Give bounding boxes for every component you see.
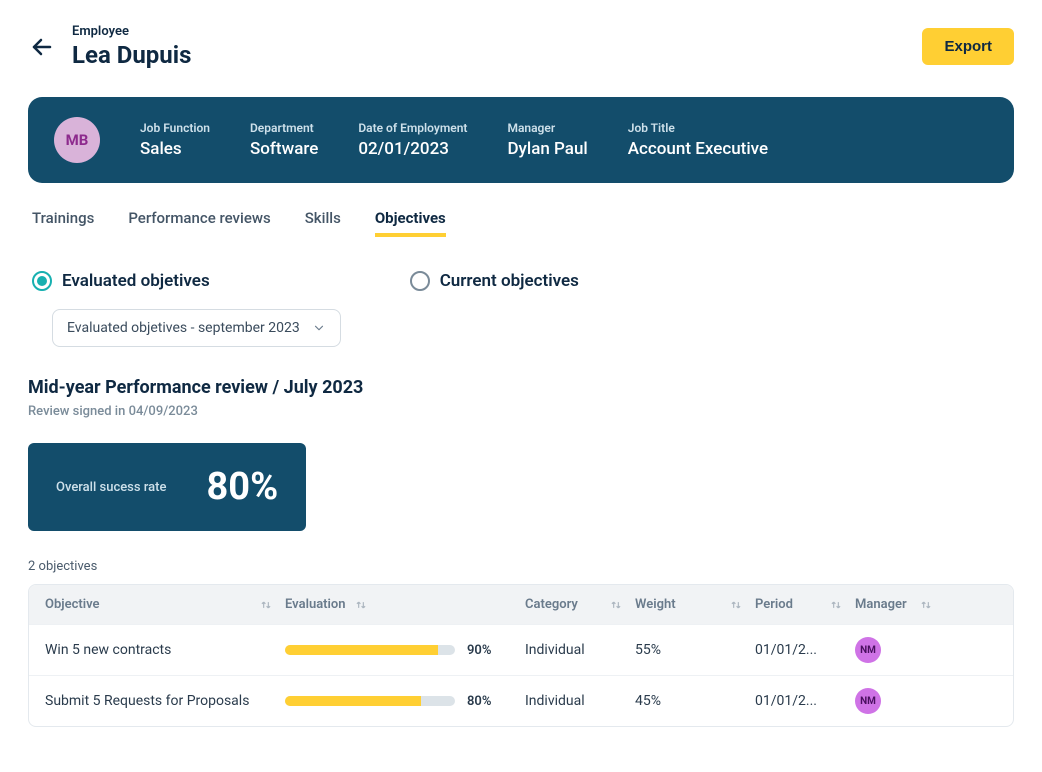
sort-icon [354,598,368,612]
progress-fill [285,645,438,655]
cell-weight: 45% [635,693,755,709]
col-period[interactable]: Period [755,597,855,612]
chevron-down-icon [312,321,326,335]
info-label: Manager [507,121,587,135]
info-label: Job Title [628,121,768,135]
info-job-title: Job Title Account Executive [628,121,768,159]
col-label: Objective [45,597,100,612]
info-value: Dylan Paul [507,139,587,159]
success-rate-box: Overall sucess rate 80% [28,443,306,531]
manager-avatar: NM [855,688,881,714]
info-label: Job Function [140,121,210,135]
objectives-filter-radios: Evaluated objetives Current objectives [28,271,1014,291]
cell-period: 01/01/2... [755,642,855,658]
period-dropdown[interactable]: Evaluated objetives - september 2023 [52,309,341,347]
tab-trainings[interactable]: Trainings [32,209,94,237]
col-manager[interactable]: Manager [855,597,945,612]
radio-evaluated-objectives[interactable]: Evaluated objetives [32,271,210,291]
export-button[interactable]: Export [922,28,1014,65]
page-header: Employee Lea Dupuis Export [28,24,1014,69]
objectives-count: 2 objectives [28,559,1014,574]
sort-icon [919,598,933,612]
col-objective[interactable]: Objective [45,597,285,612]
col-label: Category [525,597,578,612]
col-label: Evaluation [285,597,346,612]
cell-weight: 55% [635,642,755,658]
tab-skills[interactable]: Skills [305,209,341,237]
info-job-function: Job Function Sales [140,121,210,159]
employee-info-card: MB Job Function Sales Department Softwar… [28,97,1014,183]
col-weight[interactable]: Weight [635,597,755,612]
tab-objectives[interactable]: Objectives [375,209,446,237]
objectives-table: Objective Evaluation Category Weight Per… [28,584,1014,727]
col-category[interactable]: Category [525,597,635,612]
col-evaluation[interactable]: Evaluation [285,597,525,612]
info-value: Software [250,139,318,159]
eval-percent: 90% [467,643,491,658]
info-department: Department Software [250,121,318,159]
radio-label: Evaluated objetives [62,271,210,291]
cell-manager: NM [855,688,945,714]
radio-label: Current objectives [440,271,579,291]
tabs: Trainings Performance reviews Skills Obj… [28,209,1014,237]
cell-objective: Win 5 new contracts [45,642,285,658]
info-employment-date: Date of Employment 02/01/2023 [358,121,467,159]
review-signed-date: Review signed in 04/09/2023 [28,404,1014,419]
header-left: Employee Lea Dupuis [28,24,191,69]
info-value: Sales [140,139,210,159]
avatar: MB [54,117,100,163]
cell-evaluation: 80% [285,694,525,709]
review-title: Mid-year Performance review / July 2023 [28,377,1014,398]
table-header: Objective Evaluation Category Weight Per… [29,585,1013,624]
cell-objective: Submit 5 Requests for Proposals [45,693,285,709]
cell-category: Individual [525,642,635,658]
rate-value: 80% [206,465,278,509]
col-label: Manager [855,597,907,612]
progress-bar [285,696,455,706]
header-eyebrow: Employee [72,24,191,39]
rate-label: Overall sucess rate [56,480,166,495]
col-label: Period [755,597,793,612]
info-value: Account Executive [628,139,768,159]
table-body: Win 5 new contracts 90% Individual 55% 0… [29,624,1013,726]
progress-fill [285,696,421,706]
cell-evaluation: 90% [285,643,525,658]
info-label: Department [250,121,318,135]
tab-performance-reviews[interactable]: Performance reviews [128,209,270,237]
table-row[interactable]: Submit 5 Requests for Proposals 80% Indi… [29,675,1013,726]
sort-icon [729,598,743,612]
dropdown-value: Evaluated objetives - september 2023 [67,320,300,336]
table-row[interactable]: Win 5 new contracts 90% Individual 55% 0… [29,624,1013,675]
manager-avatar: NM [855,637,881,663]
employee-name: Lea Dupuis [72,41,191,69]
eval-percent: 80% [467,694,491,709]
info-manager: Manager Dylan Paul [507,121,587,159]
radio-icon [32,271,52,291]
cell-category: Individual [525,693,635,709]
sort-icon [829,598,843,612]
back-arrow-icon[interactable] [28,33,56,61]
header-text: Employee Lea Dupuis [72,24,191,69]
cell-manager: NM [855,637,945,663]
sort-icon [259,598,273,612]
sort-icon [609,598,623,612]
col-label: Weight [635,597,676,612]
info-value: 02/01/2023 [358,139,467,159]
cell-period: 01/01/2... [755,693,855,709]
radio-current-objectives[interactable]: Current objectives [410,271,579,291]
radio-icon [410,271,430,291]
info-label: Date of Employment [358,121,467,135]
progress-bar [285,645,455,655]
